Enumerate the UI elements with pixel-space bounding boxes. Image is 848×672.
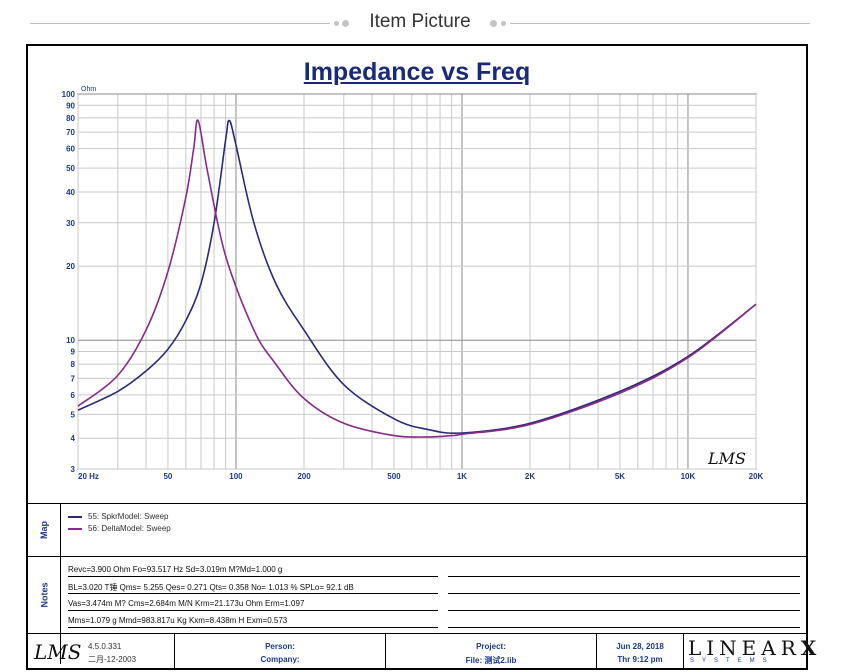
y-tick-label: 30 xyxy=(66,219,75,228)
plot-grid xyxy=(77,93,757,470)
version-date: 二月-12-2003 xyxy=(88,655,137,664)
x-tick-labels: 20 Hz 50 100 200 500 1K 2K 5K 10K 20K xyxy=(78,472,764,481)
header-dot-icon xyxy=(342,20,349,27)
series-line xyxy=(77,119,757,435)
y-tick-label: 40 xyxy=(66,188,75,197)
y-tick-label: 60 xyxy=(66,145,75,154)
series-line xyxy=(77,119,757,438)
y-tick-label: 70 xyxy=(66,128,75,137)
y-tick-label: 3 xyxy=(71,465,76,474)
x-tick-label: 1K xyxy=(457,472,467,481)
plot-frame xyxy=(77,93,757,470)
y-tick-label: 80 xyxy=(66,114,75,123)
map-legend-item: 55: SpkrModel: Sweep xyxy=(68,512,169,521)
y-tick-label: 100 xyxy=(62,90,76,99)
version-text: 4.5.0.331 xyxy=(88,642,122,651)
run-date: Jun 28, 2018 xyxy=(616,642,664,651)
linearx-logo: LINEARX SYSTEMS xyxy=(688,636,817,664)
lms-watermark: LMS xyxy=(707,449,746,468)
project-field: Project: xyxy=(476,642,506,651)
header-dot-icon xyxy=(490,20,497,27)
x-tick-label: 500 xyxy=(387,472,401,481)
y-tick-label: 10 xyxy=(66,336,75,345)
x-tick-label: 100 xyxy=(229,472,243,481)
legend-swatch xyxy=(68,515,82,518)
x-tick-label: 2K xyxy=(525,472,535,481)
y-tick-label: 20 xyxy=(66,262,75,271)
y-tick-label: 8 xyxy=(71,360,76,369)
footer-version-cell: LMS 4.5.0.331 二月-12-2003 xyxy=(34,638,174,668)
header-rule-left xyxy=(30,23,330,24)
y-tick-label: 9 xyxy=(71,348,76,357)
divider xyxy=(60,504,61,664)
company-field: Company: xyxy=(260,655,300,664)
x-tick-label: 10K xyxy=(681,472,696,481)
header-rule-right xyxy=(510,23,810,24)
person-field: Person: xyxy=(265,642,295,651)
legend-label: 55: SpkrModel: Sweep xyxy=(88,512,169,521)
map-legend-item: 56: DeltaModel: Sweep xyxy=(68,524,171,533)
file-field: File: 测试2.lib xyxy=(465,656,517,665)
chart-title: Impedance vs Freq xyxy=(303,58,531,86)
y-tick-label: 4 xyxy=(71,434,76,443)
y-axis-label: Ohm xyxy=(81,86,96,93)
divider xyxy=(385,634,386,668)
section-title: Item Picture xyxy=(369,11,471,32)
lms-logo: LMS xyxy=(34,640,82,664)
x-tick-label: 20K xyxy=(749,472,764,481)
divider xyxy=(28,633,806,634)
header-dot-icon xyxy=(334,21,339,26)
x-tick-label: 50 xyxy=(163,472,172,481)
legend-label: 56: DeltaModel: Sweep xyxy=(88,524,171,533)
y-tick-label: 6 xyxy=(71,391,76,400)
y-tick-label: 50 xyxy=(66,164,75,173)
x-tick-label: 20 Hz xyxy=(78,472,99,481)
section-header: Item Picture xyxy=(30,10,810,36)
y-tick-label: 5 xyxy=(71,410,76,419)
impedance-plot: 20 Hz 50 100 200 500 1K 2K 5K 10K 20K 3 4 5 6 7 8 9 10 20… xyxy=(62,86,764,481)
divider xyxy=(596,634,597,668)
chart-sheet: Impedance vs Freq 20 Hz 50 100 200 500 1K 2K 5K… xyxy=(26,44,817,670)
divider xyxy=(28,556,806,557)
plot-curves xyxy=(77,119,757,438)
legend-swatch xyxy=(68,527,82,530)
divider xyxy=(683,634,684,668)
y-tick-label: 90 xyxy=(66,101,75,110)
run-time: Thr 9:12 pm xyxy=(617,655,663,664)
x-tick-label: 200 xyxy=(297,472,311,481)
header-dot-icon xyxy=(501,21,506,26)
y-tick-labels: 3 4 5 6 7 8 9 10 20 30 40 50 60 70 80 90 100 xyxy=(62,90,76,474)
x-tick-label: 5K xyxy=(615,472,625,481)
notes-section-label: Notes xyxy=(39,582,50,608)
divider xyxy=(28,503,806,504)
map-section-label: Map xyxy=(39,521,49,539)
divider xyxy=(174,634,175,668)
y-tick-label: 7 xyxy=(71,374,76,383)
